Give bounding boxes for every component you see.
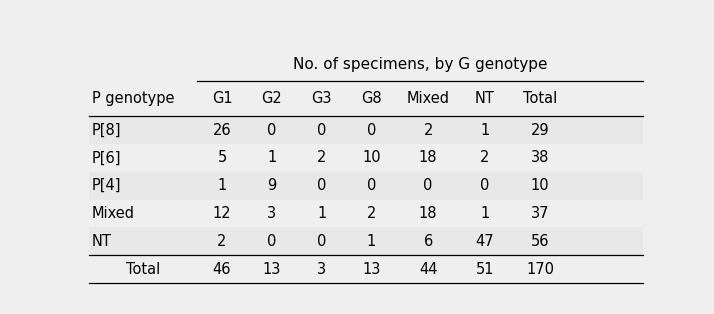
Text: 2: 2: [423, 123, 433, 138]
Text: 3: 3: [267, 206, 276, 221]
Text: 26: 26: [213, 123, 231, 138]
Text: P[6]: P[6]: [92, 150, 121, 165]
Text: 0: 0: [481, 178, 490, 193]
Text: G8: G8: [361, 91, 382, 106]
Text: 1: 1: [367, 234, 376, 249]
Text: 51: 51: [476, 262, 494, 277]
Text: 1: 1: [481, 123, 490, 138]
FancyBboxPatch shape: [89, 172, 643, 200]
Text: 10: 10: [531, 178, 550, 193]
Text: P[4]: P[4]: [92, 178, 121, 193]
Text: 46: 46: [213, 262, 231, 277]
Text: Mixed: Mixed: [407, 91, 450, 106]
Text: 0: 0: [367, 178, 376, 193]
Text: 2: 2: [217, 234, 227, 249]
Text: 0: 0: [267, 123, 276, 138]
Text: 1: 1: [218, 178, 226, 193]
Text: G3: G3: [311, 91, 332, 106]
Text: 170: 170: [526, 262, 554, 277]
Text: 6: 6: [423, 234, 433, 249]
FancyBboxPatch shape: [89, 227, 643, 255]
Text: 13: 13: [362, 262, 381, 277]
Text: P[8]: P[8]: [92, 123, 121, 138]
Text: G2: G2: [261, 91, 282, 106]
Text: Mixed: Mixed: [92, 206, 135, 221]
Text: 0: 0: [317, 234, 326, 249]
Text: Total: Total: [523, 91, 558, 106]
Text: 0: 0: [267, 234, 276, 249]
Text: 1: 1: [267, 150, 276, 165]
Text: 56: 56: [531, 234, 550, 249]
Text: 38: 38: [531, 150, 549, 165]
Text: 1: 1: [317, 206, 326, 221]
Text: 0: 0: [317, 178, 326, 193]
Text: 37: 37: [531, 206, 550, 221]
Text: 0: 0: [317, 123, 326, 138]
Text: 0: 0: [423, 178, 433, 193]
Text: 9: 9: [267, 178, 276, 193]
Text: 2: 2: [367, 206, 376, 221]
Text: 18: 18: [419, 206, 438, 221]
Text: 12: 12: [213, 206, 231, 221]
Text: 29: 29: [531, 123, 550, 138]
Text: 0: 0: [367, 123, 376, 138]
Text: 13: 13: [263, 262, 281, 277]
Text: 3: 3: [317, 262, 326, 277]
Text: G1: G1: [212, 91, 232, 106]
Text: 1: 1: [481, 206, 490, 221]
Text: 44: 44: [419, 262, 438, 277]
Text: NT: NT: [475, 91, 495, 106]
Text: 18: 18: [419, 150, 438, 165]
Text: NT: NT: [92, 234, 112, 249]
Text: 5: 5: [218, 150, 226, 165]
Text: 2: 2: [317, 150, 326, 165]
Text: P genotype: P genotype: [92, 91, 174, 106]
Text: 47: 47: [476, 234, 494, 249]
Text: 10: 10: [362, 150, 381, 165]
FancyBboxPatch shape: [89, 116, 643, 144]
Text: 2: 2: [481, 150, 490, 165]
Text: Total: Total: [126, 262, 161, 277]
Text: No. of specimens, by G genotype: No. of specimens, by G genotype: [293, 57, 547, 72]
